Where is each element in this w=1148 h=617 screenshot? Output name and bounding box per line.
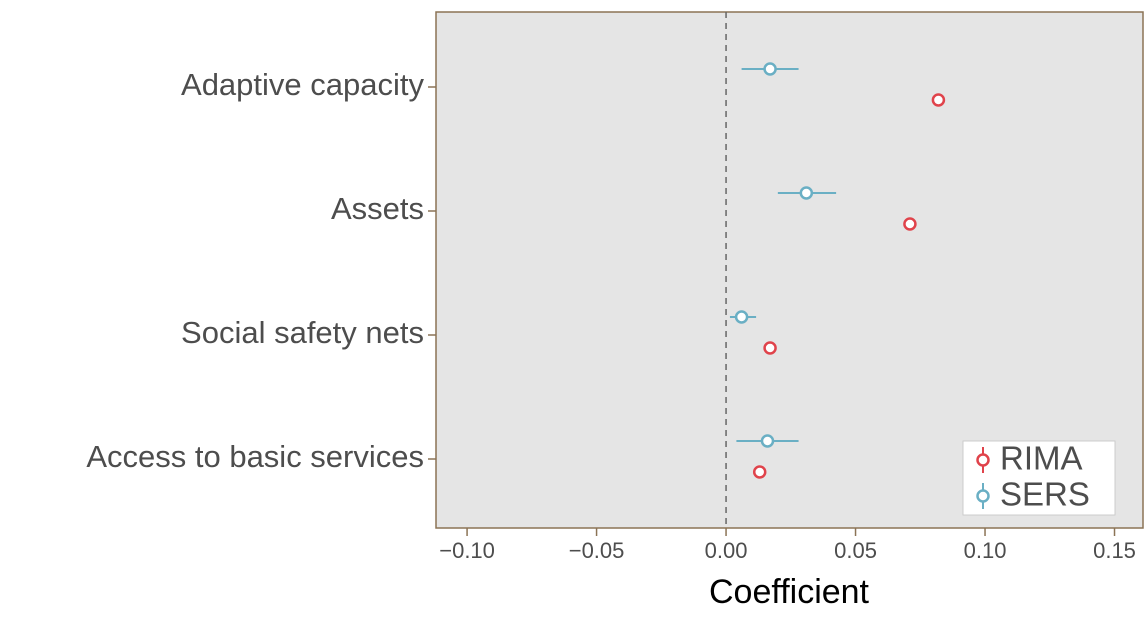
y-tick-label: Assets (331, 191, 424, 226)
point (752, 465, 767, 479)
x-tick-label: 0.15 (1093, 538, 1136, 563)
point (931, 93, 946, 107)
legend-label: RIMA (1000, 440, 1083, 477)
x-tick-label: 0.10 (964, 538, 1007, 563)
y-tick-label: Access to basic services (86, 439, 424, 474)
point (903, 217, 917, 231)
point (799, 186, 814, 200)
y-tick-label: Social safety nets (181, 315, 424, 350)
x-tick-label: 0.05 (834, 538, 877, 563)
point (763, 341, 777, 355)
x-axis-title: Coefficient (709, 573, 870, 611)
legend-symbol (976, 489, 990, 503)
point (760, 434, 775, 448)
legend-box (962, 440, 1116, 516)
x-tick-label: −0.05 (569, 538, 625, 563)
point (734, 310, 749, 324)
point (763, 62, 777, 76)
y-tick-label: Adaptive capacity (181, 67, 424, 102)
legend-symbol (976, 453, 990, 467)
x-tick-label: −0.10 (439, 538, 495, 563)
x-tick-label: 0.00 (705, 538, 748, 563)
legend-label: SERS (1000, 476, 1090, 513)
